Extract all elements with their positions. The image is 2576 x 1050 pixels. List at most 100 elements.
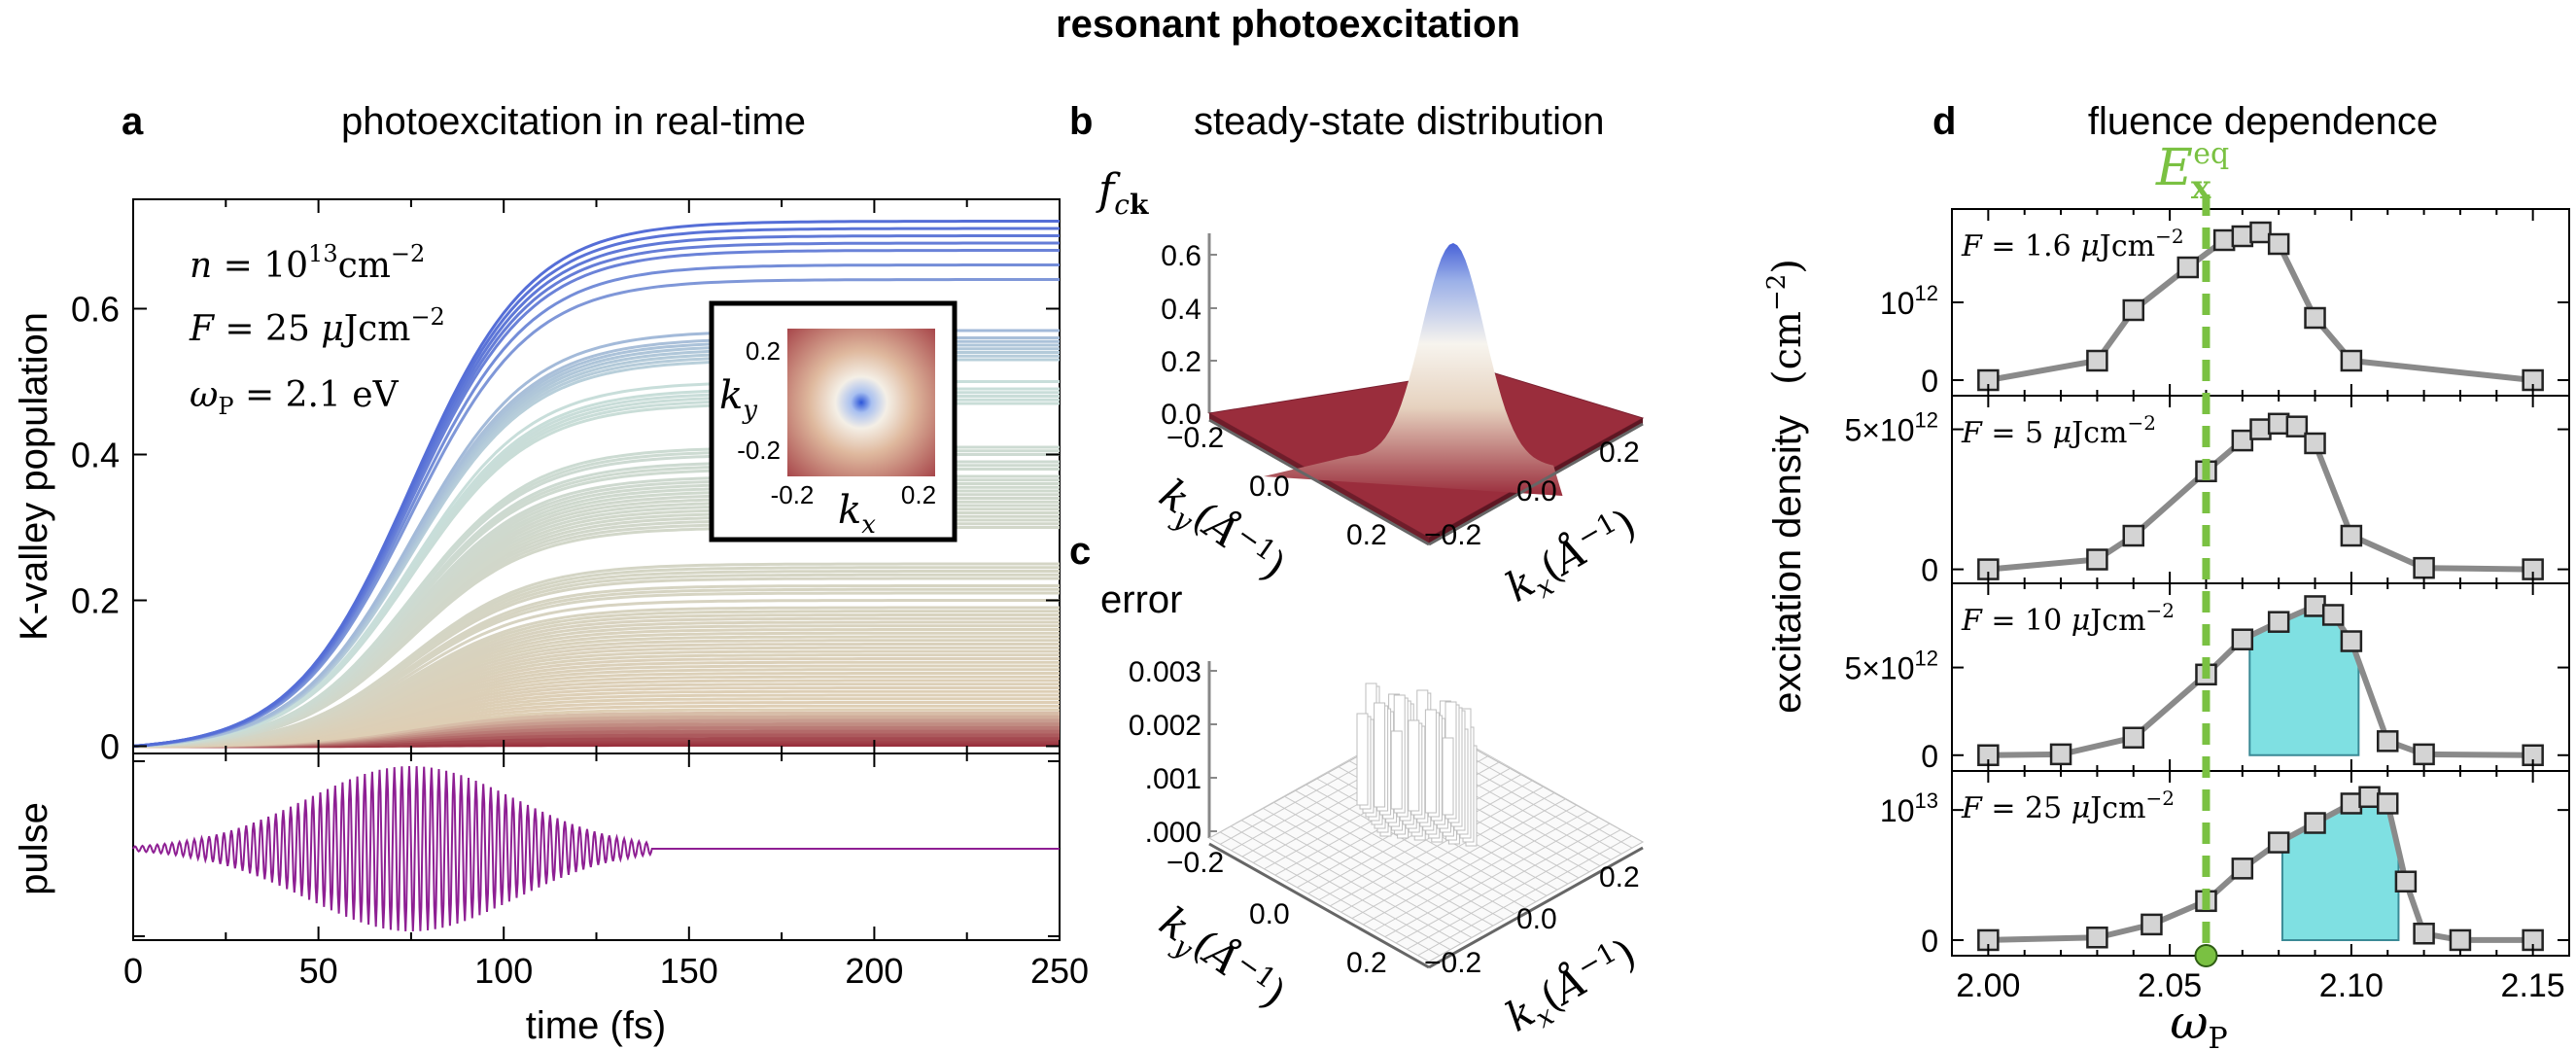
panel-c-kx-tick-1: 0.0 xyxy=(1516,903,1557,935)
data-point xyxy=(2340,349,2363,372)
panel-c-ky-tick-1: 0.0 xyxy=(1249,898,1290,930)
data-point xyxy=(2231,429,2254,452)
wire-line xyxy=(1340,791,1555,913)
fluence-value: = 1.6 xyxy=(1982,229,2080,263)
ytick-label: 0 xyxy=(100,727,120,767)
panel-d-yunit: (cm xyxy=(1765,311,1810,385)
data-point xyxy=(2304,595,2326,617)
xtick-label: 2.15 xyxy=(2501,967,2565,1004)
inset-ytick-top: 0.2 xyxy=(746,336,781,366)
data-point xyxy=(2321,604,2345,626)
ytick-label: 0 xyxy=(1921,553,1938,588)
inset-xtick-right: 0.2 xyxy=(901,480,936,509)
panel-b-ky-tick-2: 0.2 xyxy=(1346,519,1387,551)
fluence-label: F = 10 μJcm−2 xyxy=(1961,599,2175,638)
wire-line xyxy=(1384,817,1600,938)
xtick-label: 250 xyxy=(1030,951,1089,991)
ytick-label: 0 xyxy=(1921,739,1938,774)
ytick-base: 10 xyxy=(1880,286,1915,321)
panel-a-upper-ticks: 0 0.2 0.4 0.6 xyxy=(71,199,1061,767)
data-point xyxy=(2249,418,2272,440)
eeq-marker xyxy=(2194,944,2218,967)
wire-line xyxy=(1407,828,1621,950)
ytick-label: 5×1012 xyxy=(1844,408,1938,448)
figure-title: resonant photoexcitation xyxy=(1056,3,1520,46)
xtick-label: 150 xyxy=(660,951,718,991)
xtick-label: 2.10 xyxy=(2319,967,2384,1004)
panel-d-xlabel: ωP xyxy=(2170,996,2227,1050)
data-point xyxy=(2122,298,2145,322)
xtick-label: 50 xyxy=(299,951,338,991)
panel-b-kx-tick-2: 0.2 xyxy=(1599,437,1640,469)
fluence-mu: μ xyxy=(2071,791,2091,825)
panel-b-ky-tick-0: −0.2 xyxy=(1166,422,1224,454)
fluence-mu: μ xyxy=(2053,416,2072,450)
fluence-label: F = 5 μJcm−2 xyxy=(1961,411,2156,450)
data-point xyxy=(2449,928,2472,952)
data-point xyxy=(2394,870,2418,892)
fluence-value: = 10 xyxy=(1982,604,2071,638)
fluence-value: = 5 xyxy=(1982,416,2053,450)
ytick-label: 0.2 xyxy=(71,581,120,621)
population-curve xyxy=(132,562,1060,748)
panel-a-letter: a xyxy=(122,100,144,143)
wire-line xyxy=(1374,810,1588,931)
inset-heatmap xyxy=(787,329,935,476)
panel-b-ky-axis xyxy=(1208,418,1430,546)
ytick-base: 5×10 xyxy=(1844,413,1914,448)
data-point xyxy=(2141,913,2163,936)
wire-line xyxy=(1330,786,1545,907)
panel-a-ylabel: K-valley population xyxy=(13,312,55,641)
inset-xlabel: kx xyxy=(838,488,876,540)
ytick-exp: 12 xyxy=(1915,647,1938,671)
error-bar xyxy=(1374,702,1386,808)
ztick-label: 0.0 xyxy=(1161,399,1201,431)
panel-b-zlabel: fck xyxy=(1096,165,1149,221)
xtick-label: 200 xyxy=(845,951,903,991)
panel-d-ylabel-text: excitation density xyxy=(1766,415,1809,714)
xtick-label: 2.00 xyxy=(1956,967,2020,1004)
data-point xyxy=(2176,256,2200,279)
fluence-mu: μ xyxy=(2071,604,2091,638)
error-bar xyxy=(1424,709,1437,814)
fluence-exp: −2 xyxy=(2155,225,2183,248)
error-bar xyxy=(1356,713,1369,806)
panel-b-kx-axis xyxy=(1428,422,1644,546)
wire-line xyxy=(1362,804,1578,926)
fluence-label: F = 1.6 μJcm−2 xyxy=(1961,225,2184,263)
ytick-exp: 13 xyxy=(1915,788,1938,813)
ytick-label: 0.4 xyxy=(71,436,120,475)
ytick-base: 10 xyxy=(1880,793,1915,828)
panel-a-pulse xyxy=(132,765,1060,932)
data-point xyxy=(2304,432,2326,455)
wire-line xyxy=(1351,798,1567,919)
panel-c-kx-tick-0: −0.2 xyxy=(1424,947,1481,979)
ytick-label: 1012 xyxy=(1880,281,1938,321)
panel-a-annotation-frequency: ωP = 2.1 eV xyxy=(190,375,400,420)
panel-c-ky-axis xyxy=(1208,842,1430,969)
data-point xyxy=(2413,743,2435,766)
panel-d-ylabel: excitation density (cm−2) xyxy=(1762,259,1810,714)
fluence-exp: −2 xyxy=(2146,599,2175,622)
ytick-exp: 12 xyxy=(1915,408,1938,433)
data-point xyxy=(2267,232,2290,256)
data-point xyxy=(2376,730,2399,752)
xtick-label: 100 xyxy=(474,951,533,991)
ztick-label: .000 xyxy=(1145,817,1201,849)
panel-d-title: fluence dependence xyxy=(2088,100,2438,143)
fluence-exp: −2 xyxy=(2127,411,2155,435)
fluence-unit: Jcm xyxy=(2097,229,2155,263)
panel-b-zticks: 0.6 0.4 0.2 0.0 xyxy=(1161,240,1217,431)
data-point xyxy=(2249,221,2272,244)
panel-a-annotation-density: n = 1013cm−2 xyxy=(190,240,425,286)
panel-a-lower-ylabel: pulse xyxy=(13,802,55,895)
population-curve xyxy=(132,220,1060,748)
fluence-subplot-4: 0 1013 F = 25 μJcm−2 xyxy=(1880,770,2570,959)
panel-c-ky-tick-2: 0.2 xyxy=(1346,947,1387,979)
pulse-curve xyxy=(132,765,1060,932)
panel-b-kx-tick-0: −0.2 xyxy=(1424,519,1481,551)
data-point xyxy=(2267,412,2290,436)
data-point xyxy=(2267,831,2290,854)
fluence-label: F = 25 μJcm−2 xyxy=(1961,787,2175,825)
